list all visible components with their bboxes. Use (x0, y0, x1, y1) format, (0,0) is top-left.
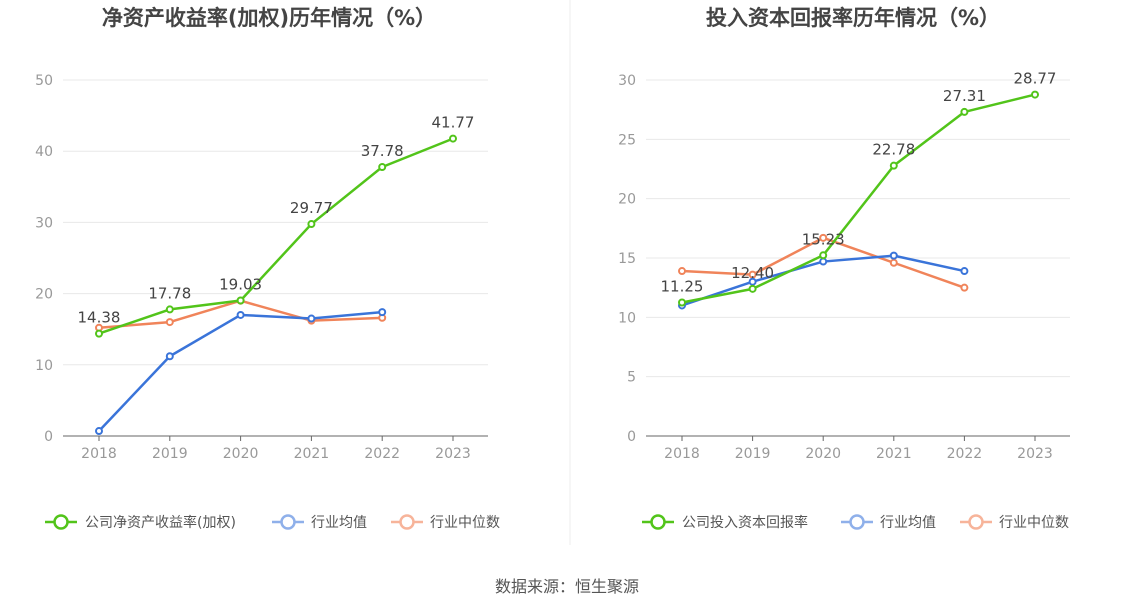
y-tick-label: 0 (44, 429, 53, 445)
data-point (748, 270, 757, 279)
legend-marker (280, 514, 296, 530)
y-tick-label: 50 (35, 73, 53, 89)
series-line-0 (681, 93, 1036, 304)
legend-marker (399, 514, 415, 530)
legend-marker (53, 514, 69, 530)
data-point (378, 163, 387, 172)
data-point (889, 161, 898, 170)
legend-label: 行业均值 (311, 515, 367, 531)
data-point (678, 267, 686, 276)
y-tick-label: 30 (35, 215, 53, 231)
data-point (165, 305, 174, 314)
legend-label: 行业中位数 (999, 515, 1069, 531)
legend-label: 公司净资产收益率(加权) (85, 514, 236, 531)
chart-roic: 投入资本回报率历年情况（%） 0 5 10 15 20 25 30 2018 2019 2020 20… (618, 6, 1070, 531)
series-line-0 (98, 137, 454, 335)
legend-marker (650, 514, 666, 530)
data-point (960, 267, 969, 276)
data-point (95, 329, 103, 338)
x-tick-label: 2020 (805, 446, 841, 462)
x-tick-label: 2020 (223, 446, 259, 462)
data-label: 28.77 (1014, 70, 1057, 88)
legend-marker (849, 514, 865, 530)
y-tick-label: 30 (618, 73, 636, 89)
chart-title: 投入资本回报率历年情况（%） (706, 6, 1000, 30)
data-point (307, 220, 316, 229)
y-tick-label: 5 (627, 370, 636, 386)
data-point (236, 296, 245, 305)
data-point (678, 298, 686, 307)
x-tick-label: 2022 (364, 446, 400, 462)
data-point (960, 283, 969, 292)
data-point (307, 314, 316, 323)
y-tick-label: 20 (35, 287, 53, 303)
data-point (95, 427, 103, 436)
x-tick-label: 2018 (81, 446, 117, 462)
data-point (378, 308, 387, 317)
data-point (748, 284, 757, 293)
x-tick-label: 2021 (294, 446, 330, 462)
x-tick-label: 2018 (664, 446, 700, 462)
data-label: 19.03 (219, 276, 262, 294)
data-point (165, 352, 174, 361)
y-tick-label: 10 (618, 310, 636, 326)
x-tick-label: 2019 (152, 446, 188, 462)
data-label: 27.31 (943, 87, 986, 105)
data-label: 14.38 (78, 309, 121, 327)
y-tick-label: 10 (35, 358, 53, 374)
data-point (819, 257, 828, 266)
chart-title: 净资产收益率(加权)历年情况（%） (102, 6, 436, 30)
data-label: 12.40 (731, 264, 774, 282)
data-point (960, 107, 969, 116)
legend-marker (968, 514, 984, 530)
data-label: 41.77 (432, 114, 475, 132)
data-point (165, 318, 174, 327)
legend-label: 行业均值 (880, 515, 936, 531)
data-point (1031, 90, 1039, 99)
chart-roe: 净资产收益率(加权)历年情况（%） 0 10 20 30 40 50 2018 2019 2020… (35, 6, 500, 531)
data-point (236, 310, 245, 319)
data-label: 37.78 (361, 142, 404, 160)
legend-label: 行业中位数 (430, 515, 500, 531)
x-tick-label: 2023 (435, 446, 471, 462)
x-tick-label: 2023 (1017, 446, 1053, 462)
data-point (819, 251, 828, 260)
data-point (819, 233, 828, 242)
x-tick-label: 2022 (947, 446, 983, 462)
data-label: 22.78 (872, 141, 915, 159)
data-label: 15.23 (802, 230, 845, 248)
data-point (449, 134, 457, 143)
data-label: 17.78 (148, 284, 191, 302)
data-point (748, 277, 757, 286)
y-tick-label: 0 (627, 429, 636, 445)
y-tick-label: 40 (35, 144, 53, 160)
x-tick-label: 2021 (876, 446, 912, 462)
data-point (889, 258, 898, 267)
legend-label: 公司投入资本回报率 (682, 514, 808, 531)
source-note: 数据来源：恒生聚源 (495, 577, 639, 596)
y-tick-label: 15 (618, 251, 636, 267)
data-point (889, 251, 898, 260)
data-label: 11.25 (661, 278, 704, 296)
series-line-1 (98, 310, 383, 432)
y-tick-label: 25 (618, 132, 636, 148)
y-tick-label: 20 (618, 192, 636, 208)
x-tick-label: 2019 (735, 446, 771, 462)
data-label: 29.77 (290, 199, 333, 217)
